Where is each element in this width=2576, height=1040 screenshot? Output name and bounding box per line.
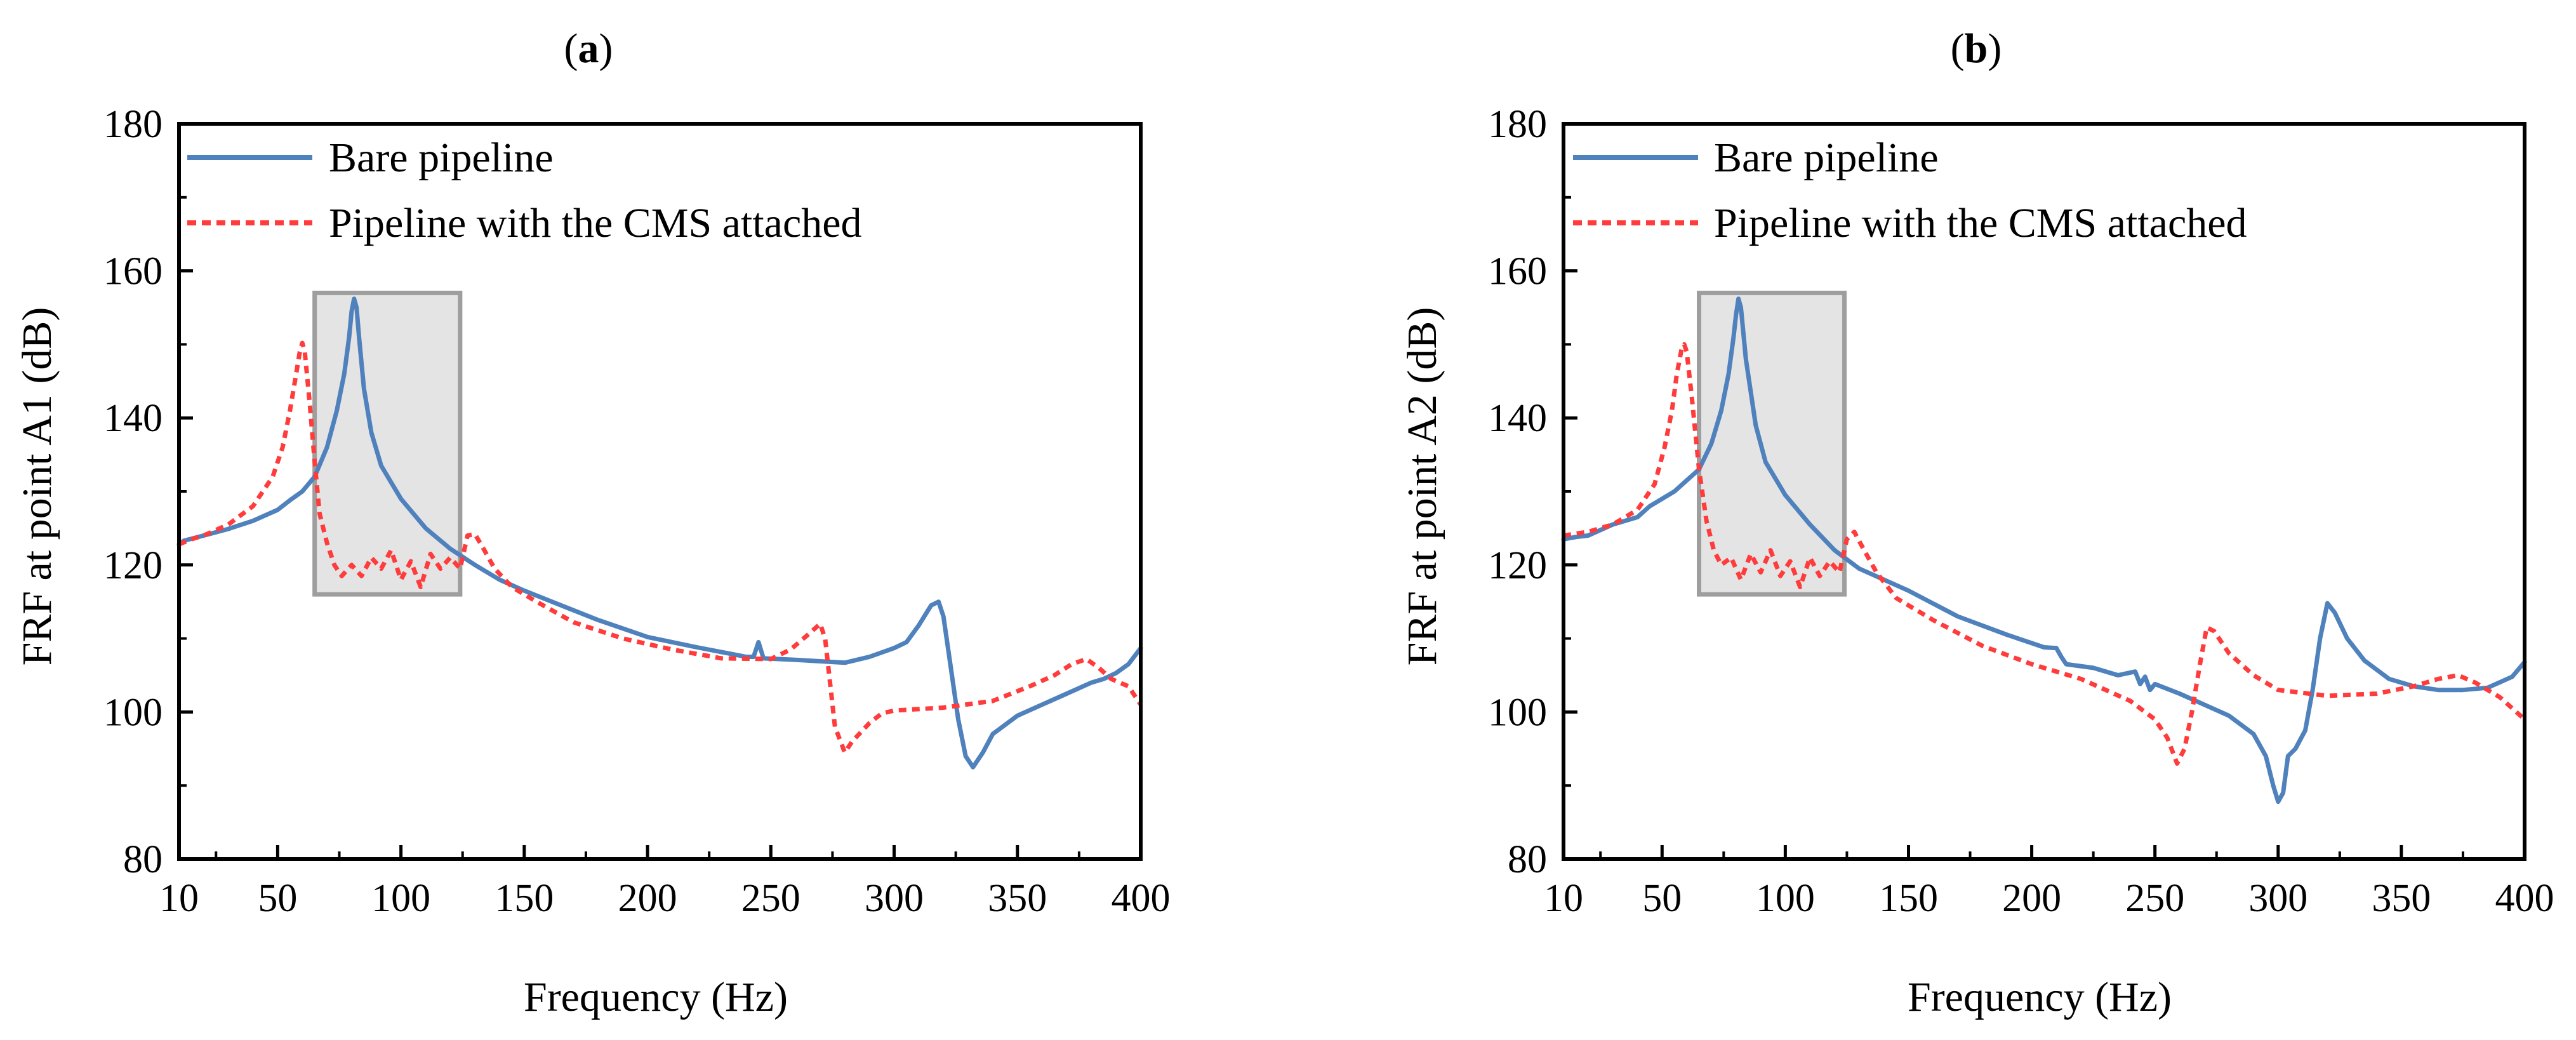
y-tick-label: 100 <box>1488 691 1547 734</box>
x-tick-label: 100 <box>1756 877 1815 920</box>
legend-label-bare-pipeline: Bare pipeline <box>1714 135 1939 181</box>
x-axis: 10 50 100 150 200 250 300 350 400 <box>1544 845 2554 920</box>
series-group <box>1561 297 2527 804</box>
y-tick-label: 140 <box>103 397 163 440</box>
y-tick-label: 100 <box>103 691 163 734</box>
highlight-region-group <box>1697 290 1847 597</box>
y-axis: 80 100 120 140 160 180 <box>103 103 193 881</box>
legend-label-pipeline-cms: Pipeline with the CMS attached <box>329 200 862 246</box>
x-tick-label: 200 <box>618 877 677 920</box>
legend: Bare pipeline Pipeline with the CMS atta… <box>187 135 862 246</box>
y-tick-label: 180 <box>103 103 163 146</box>
y-tick-label: 180 <box>1488 103 1547 146</box>
y-tick-label: 80 <box>1508 838 1547 881</box>
series-group <box>176 297 1143 770</box>
x-axis: 10 50 100 150 200 250 300 350 400 <box>159 845 1171 920</box>
x-axis-title: Frequency (Hz) <box>524 974 788 1020</box>
x-axis-title: Frequency (Hz) <box>1908 974 2172 1020</box>
y-axis-title: FRF at point A1 (dB) <box>14 307 60 666</box>
series-line-pipeline-cms <box>178 340 1143 755</box>
x-tick-label: 350 <box>2372 877 2431 920</box>
y-tick-label: 160 <box>103 250 163 293</box>
x-tick-label: 250 <box>2125 877 2184 920</box>
x-tick-label: 10 <box>1544 877 1583 920</box>
x-tick-label: 150 <box>495 877 554 920</box>
series-line-bare-pipeline <box>176 297 1143 770</box>
legend-label-pipeline-cms: Pipeline with the CMS attached <box>1714 200 2247 246</box>
panel-title: (a) <box>564 25 613 72</box>
y-tick-label: 80 <box>123 838 163 881</box>
series-line-pipeline-cms <box>1563 342 2526 766</box>
x-tick-label: 50 <box>258 877 297 920</box>
highlight-region <box>312 290 463 597</box>
x-tick-label: 300 <box>2248 877 2307 920</box>
panel-title: (b) <box>1951 25 2002 72</box>
x-tick-label: 300 <box>865 877 924 920</box>
x-tick-label: 400 <box>1112 877 1171 920</box>
y-tick-label: 120 <box>103 544 163 587</box>
y-axis-title: FRF at point A2 (dB) <box>1399 307 1445 666</box>
highlight-region <box>1697 290 1847 597</box>
x-tick-label: 350 <box>988 877 1047 920</box>
y-tick-label: 120 <box>1488 544 1547 587</box>
series-line-bare-pipeline <box>1561 297 2527 804</box>
y-tick-label: 160 <box>1488 250 1547 293</box>
legend: Bare pipeline Pipeline with the CMS atta… <box>1573 135 2247 246</box>
x-tick-label: 100 <box>371 877 430 920</box>
x-tick-label: 400 <box>2495 877 2554 920</box>
chart-panel-b: (b) 10 50 100 150 200 250 300 350 400 80 100 120 14… <box>1399 25 2554 1020</box>
x-tick-label: 150 <box>1879 877 1938 920</box>
x-tick-label: 250 <box>741 877 800 920</box>
x-tick-label: 200 <box>2002 877 2061 920</box>
y-tick-label: 140 <box>1488 397 1547 440</box>
x-tick-label: 50 <box>1642 877 1682 920</box>
highlight-region-group <box>312 290 463 597</box>
chart-panel-a: (a) 10 50 100 150 200 250 300 350 400 80 100 120 14… <box>14 25 1171 1020</box>
y-axis: 80 100 120 140 160 180 <box>1488 103 1577 881</box>
legend-label-bare-pipeline: Bare pipeline <box>329 135 554 181</box>
x-tick-label: 10 <box>159 877 199 920</box>
